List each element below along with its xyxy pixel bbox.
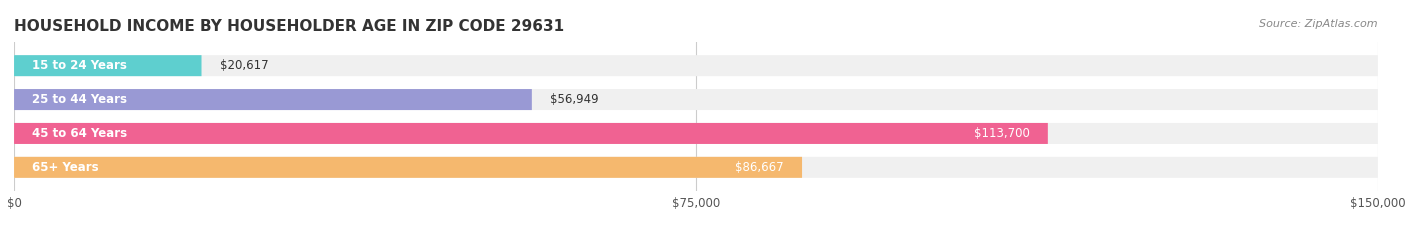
FancyBboxPatch shape (14, 89, 1378, 110)
FancyBboxPatch shape (14, 89, 531, 110)
Text: $113,700: $113,700 (974, 127, 1029, 140)
Text: 65+ Years: 65+ Years (32, 161, 98, 174)
Text: $20,617: $20,617 (219, 59, 269, 72)
FancyBboxPatch shape (14, 55, 1378, 76)
Text: $56,949: $56,949 (550, 93, 599, 106)
Text: 25 to 44 Years: 25 to 44 Years (32, 93, 128, 106)
FancyBboxPatch shape (14, 157, 1378, 178)
FancyBboxPatch shape (14, 55, 201, 76)
Text: HOUSEHOLD INCOME BY HOUSEHOLDER AGE IN ZIP CODE 29631: HOUSEHOLD INCOME BY HOUSEHOLDER AGE IN Z… (14, 19, 564, 34)
FancyBboxPatch shape (14, 157, 801, 178)
Text: Source: ZipAtlas.com: Source: ZipAtlas.com (1260, 19, 1378, 29)
FancyBboxPatch shape (14, 123, 1047, 144)
Text: $86,667: $86,667 (735, 161, 785, 174)
FancyBboxPatch shape (14, 123, 1378, 144)
Text: 15 to 24 Years: 15 to 24 Years (32, 59, 127, 72)
Text: 45 to 64 Years: 45 to 64 Years (32, 127, 128, 140)
